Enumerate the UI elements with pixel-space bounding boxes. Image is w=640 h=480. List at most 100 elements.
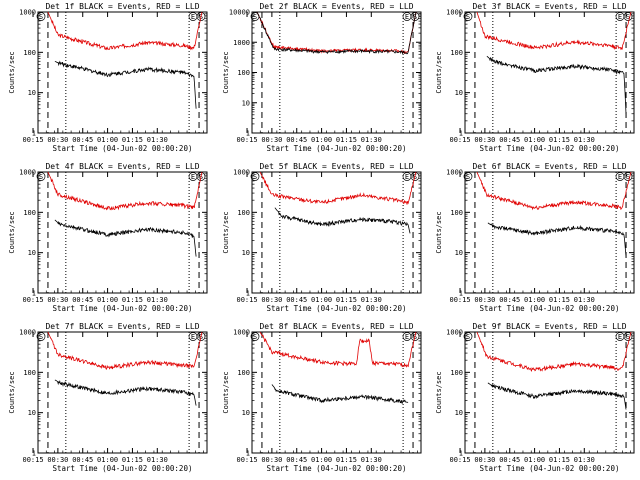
panel-title: Det 2f BLACK = Events, RED = LLD [259, 2, 413, 11]
saa-marker: E [405, 333, 409, 341]
y-tick-label: 1 [246, 290, 250, 298]
x-tick-label: 01:30 [574, 136, 595, 144]
x-axis-label: Start Time (04-Jun-02 00:00:20) [267, 464, 407, 473]
y-tick-label: 10 [28, 89, 36, 97]
x-axis-label: Start Time (04-Jun-02 00:00:20) [267, 144, 407, 153]
panel-det-4: Det 4f BLACK = Events, RED = LLD 1 10 100 10… [8, 162, 208, 313]
x-tick-label: 00:45 [286, 136, 307, 144]
y-tick-label: 1000 [233, 329, 250, 337]
x-tick-label: 01:30 [147, 136, 168, 144]
x-tick-label: 00:15 [449, 136, 470, 144]
saa-marker: S [253, 333, 257, 341]
panel-title: Det 6f BLACK = Events, RED = LLD [472, 162, 626, 171]
saa-marker-circle [250, 332, 260, 341]
y-axis-label: Counts/sec [8, 51, 16, 93]
y-axis-label: Counts/sec [435, 371, 443, 413]
y-tick-label: 10000 [229, 9, 250, 17]
x-tick-label: 01:15 [336, 456, 357, 464]
plot-frame [464, 11, 635, 134]
y-tick-label: 1 [32, 450, 36, 458]
y-tick-label: 100 [237, 369, 250, 377]
x-tick-label: 00:30 [474, 296, 495, 304]
x-tick-label: 01:00 [524, 136, 545, 144]
x-tick-label: 01:30 [361, 296, 382, 304]
saa-marker-circle [410, 12, 420, 21]
x-tick-label: 00:45 [286, 296, 307, 304]
events-series [54, 379, 197, 406]
saa-marker-circle [623, 12, 633, 21]
y-tick-label: 10 [455, 409, 463, 417]
y-tick-label: 1000 [19, 329, 36, 337]
saa-marker: S [626, 13, 630, 21]
x-tick-label: 01:15 [549, 456, 570, 464]
x-tick-label: 00:15 [22, 456, 43, 464]
events-series [487, 382, 627, 410]
y-tick-label: 10 [455, 249, 463, 257]
x-tick-label: 00:15 [449, 456, 470, 464]
x-tick-label: 00:45 [72, 136, 93, 144]
y-tick-label: 1 [32, 130, 36, 138]
y-tick-label: 10 [455, 89, 463, 97]
y-tick-label: 1000 [446, 169, 463, 177]
x-tick-label: 01:00 [311, 456, 332, 464]
saa-marker-circle [463, 172, 473, 181]
lld-series [47, 332, 203, 370]
lld-series [47, 172, 203, 211]
y-tick-label: 1000 [19, 9, 36, 17]
y-tick-label: 100 [237, 69, 250, 77]
x-tick-label: 01:15 [122, 136, 143, 144]
x-tick-label: 01:15 [122, 456, 143, 464]
x-tick-label: 01:30 [147, 296, 168, 304]
y-tick-label: 100 [23, 209, 36, 217]
panel-det-5: Det 5f BLACK = Events, RED = LLD 1 10 100 10… [222, 162, 422, 313]
lld-series [259, 172, 417, 205]
x-tick-label: 00:45 [72, 296, 93, 304]
y-axis-label: Counts/sec [435, 211, 443, 253]
y-tick-label: 100 [450, 209, 463, 217]
events-series [487, 222, 627, 257]
events-series [256, 12, 417, 55]
x-tick-label: 00:30 [261, 296, 282, 304]
x-tick-label: 00:15 [236, 456, 257, 464]
saa-marker: E [618, 173, 622, 181]
lld-series [476, 12, 632, 51]
saa-marker: S [466, 173, 470, 181]
y-axis-label: Counts/sec [435, 51, 443, 93]
x-tick-label: 01:00 [97, 456, 118, 464]
x-tick-label: 00:45 [72, 456, 93, 464]
x-axis-label: Start Time (04-Jun-02 00:00:20) [53, 304, 193, 313]
y-tick-label: 10 [28, 249, 36, 257]
plot-frame [37, 331, 208, 454]
x-axis-label: Start Time (04-Jun-02 00:00:20) [53, 464, 193, 473]
saa-marker: E [405, 173, 409, 181]
y-tick-label: 100 [237, 209, 250, 217]
lld-series [259, 332, 417, 368]
y-tick-label: 1 [246, 450, 250, 458]
panel-det-1: Det 1f BLACK = Events, RED = LLD 1 10 100 10… [8, 2, 208, 153]
saa-marker: E [191, 13, 195, 21]
lld-series [476, 332, 632, 372]
x-axis-label: Start Time (04-Jun-02 00:00:20) [53, 144, 193, 153]
y-tick-label: 1 [246, 130, 250, 138]
x-tick-label: 01:00 [97, 136, 118, 144]
x-tick-label: 01:00 [524, 296, 545, 304]
panel-det-9: Det 9f BLACK = Events, RED = LLD 1 10 100 10… [435, 322, 635, 473]
saa-marker-circle [36, 172, 46, 181]
saa-marker: E [405, 13, 409, 21]
saa-marker-circle [196, 12, 206, 21]
panel-det-2: Det 2f BLACK = Events, RED = LLD 1 10 100 10… [222, 2, 422, 153]
x-tick-label: 00:45 [286, 456, 307, 464]
y-axis-label: Counts/sec [222, 211, 230, 253]
lld-series [47, 12, 203, 51]
plot-frame [464, 331, 635, 454]
lld-series [256, 12, 417, 55]
x-axis-label: Start Time (04-Jun-02 00:00:20) [480, 144, 620, 153]
y-tick-label: 100 [23, 49, 36, 57]
x-tick-label: 01:30 [361, 456, 382, 464]
panel-title: Det 7f BLACK = Events, RED = LLD [45, 322, 199, 331]
y-axis-label: Counts/sec [8, 211, 16, 253]
saa-marker: S [39, 333, 43, 341]
x-tick-label: 00:30 [261, 456, 282, 464]
saa-marker: S [626, 333, 630, 341]
